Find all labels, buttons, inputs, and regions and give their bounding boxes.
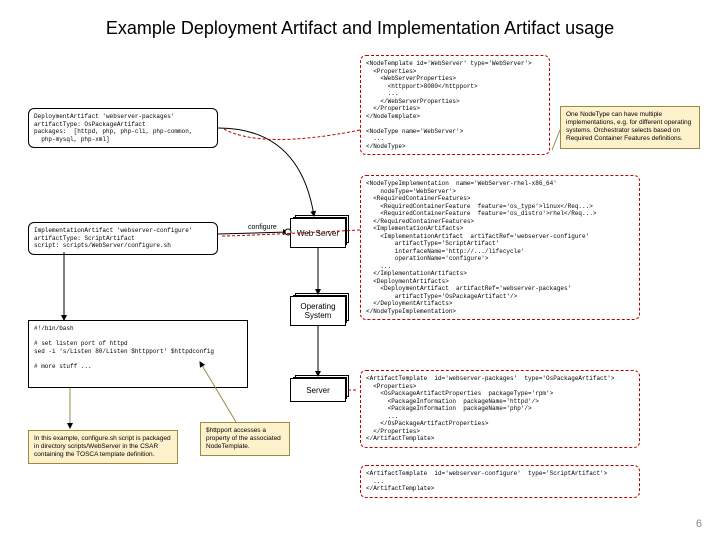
callout-script: In this example, configure.sh script is … — [28, 430, 178, 464]
callout-httpport: $httpport accesses a property of the ass… — [200, 422, 290, 456]
deployment-artifact-box: DeploymentArtifact 'webserver-packages' … — [28, 108, 218, 148]
xml-artifact-template-1: <ArtifactTemplate id='webserver-packages… — [360, 370, 640, 448]
page-number: 6 — [696, 518, 702, 530]
node-web-server: Web Server — [290, 218, 346, 248]
node-server: Server — [290, 378, 346, 402]
callout-nodetype: One NodeType can have multiple implement… — [560, 106, 700, 149]
node-operating-system: Operating System — [290, 296, 346, 326]
xml-node-template: <NodeTemplate id='WebServer' type='WebSe… — [360, 55, 550, 155]
page-title: Example Deployment Artifact and Implemen… — [0, 18, 720, 39]
implementation-artifact-box: ImplementationArtifact 'webserver-config… — [28, 222, 218, 255]
configure-label: configure — [248, 224, 277, 231]
xml-nodetype-impl: <NodeTypeImplementation name='WebServer-… — [360, 175, 640, 320]
xml-artifact-template-2: <ArtifactTemplate id='webserver-configur… — [360, 465, 640, 498]
bash-script-box: #!/bin/bash # set listen port of httpd s… — [28, 320, 248, 388]
